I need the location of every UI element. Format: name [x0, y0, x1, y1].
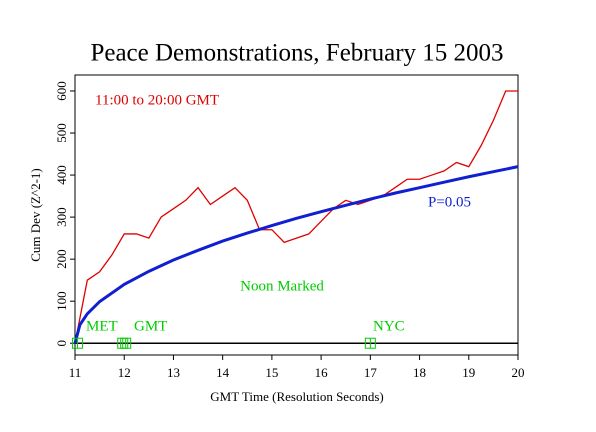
- y-tick-label: 0: [54, 340, 69, 347]
- y-tick-label: 300: [54, 207, 69, 227]
- series-line: [73, 165, 519, 344]
- x-tick-label: 18: [413, 365, 426, 380]
- plot-frame: [74, 74, 519, 356]
- x-tick-label: 11: [69, 365, 82, 380]
- y-tick-label: 200: [54, 249, 69, 269]
- x-tick-label: 15: [265, 365, 278, 380]
- x-tick-label: 19: [462, 365, 475, 380]
- y-tick-label: 500: [54, 123, 69, 143]
- annotation: MET: [86, 318, 118, 334]
- x-tick-label: 16: [315, 365, 329, 380]
- annotation: Noon Marked: [240, 278, 324, 294]
- y-tick-label: 400: [54, 165, 69, 185]
- y-axis-label: Cum Dev (Z^2-1): [28, 168, 43, 261]
- annotation: GMT: [134, 318, 167, 334]
- annotation: NYC: [373, 318, 405, 334]
- x-axis-label: GMT Time (Resolution Seconds): [210, 389, 383, 404]
- series-line: [74, 90, 518, 344]
- y-tick-label: 600: [54, 81, 69, 101]
- x-tick-label: 20: [512, 365, 525, 380]
- x-tick-label: 13: [167, 365, 180, 380]
- annotation: 11:00 to 20:00 GMT: [95, 92, 219, 108]
- x-tick-label: 17: [364, 365, 378, 380]
- y-tick-label: 100: [54, 291, 69, 311]
- x-tick-label: 12: [118, 365, 131, 380]
- x-tick-label: 14: [216, 365, 230, 380]
- legend-label: P=0.05: [428, 194, 471, 210]
- chart-title: Peace Demonstrations, February 15 2003: [90, 40, 503, 67]
